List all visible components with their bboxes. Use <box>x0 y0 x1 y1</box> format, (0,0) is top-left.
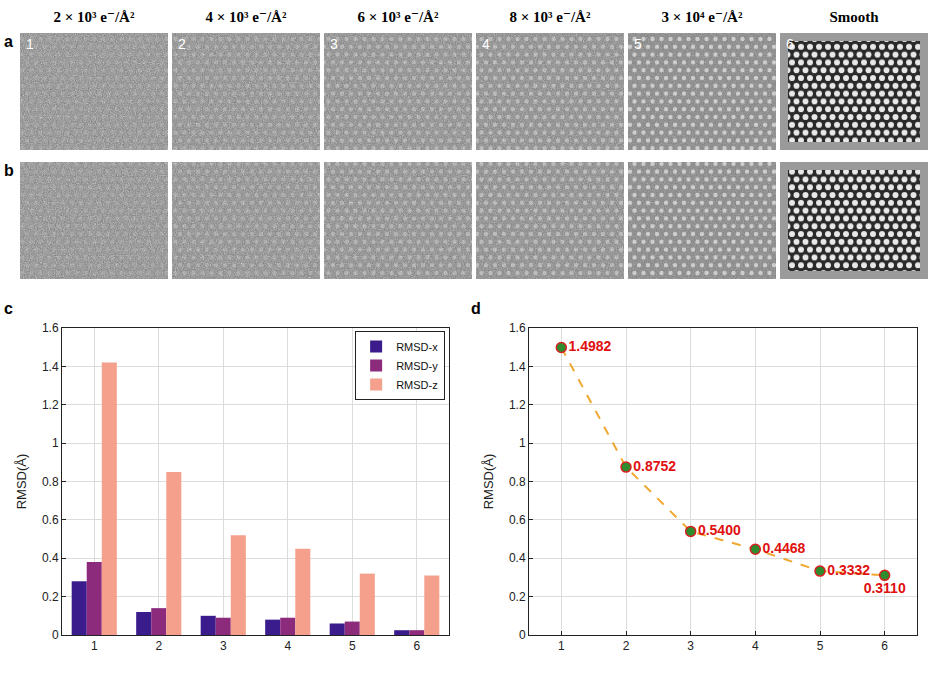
svg-text:3: 3 <box>687 639 694 653</box>
svg-text:0.8: 0.8 <box>42 475 59 489</box>
svg-text:4: 4 <box>284 639 291 653</box>
svg-text:8 × 10³ e⁻/Å²: 8 × 10³ e⁻/Å² <box>510 9 591 25</box>
svg-text:0.6: 0.6 <box>509 513 526 527</box>
svg-text:RMSD-z: RMSD-z <box>396 379 438 391</box>
svg-text:3: 3 <box>330 36 338 52</box>
svg-text:0.3332: 0.3332 <box>827 562 870 578</box>
svg-text:RMSD-x: RMSD-x <box>396 341 438 353</box>
svg-text:0: 0 <box>52 628 59 642</box>
svg-text:1.6: 1.6 <box>509 321 526 335</box>
svg-text:6 × 10³ e⁻/Å²: 6 × 10³ e⁻/Å² <box>358 9 439 25</box>
svg-text:0.4: 0.4 <box>509 551 526 565</box>
svg-text:RMSD(Å): RMSD(Å) <box>481 454 496 510</box>
svg-text:0.2: 0.2 <box>509 590 526 604</box>
svg-text:RMSD-y: RMSD-y <box>396 360 438 372</box>
svg-text:1: 1 <box>26 36 34 52</box>
svg-text:1.2: 1.2 <box>509 398 526 412</box>
svg-text:0.3110: 0.3110 <box>864 580 906 596</box>
svg-text:2: 2 <box>155 639 162 653</box>
svg-text:0.4468: 0.4468 <box>763 540 806 556</box>
svg-text:0: 0 <box>519 628 526 642</box>
html-text:d: d <box>471 300 481 317</box>
svg-text:RMSD(Å): RMSD(Å) <box>14 454 29 510</box>
svg-text:0.6: 0.6 <box>42 513 59 527</box>
svg-text:4: 4 <box>482 36 490 52</box>
svg-text:1.6: 1.6 <box>42 321 59 335</box>
svg-text:5: 5 <box>349 639 356 653</box>
svg-text:1.4982: 1.4982 <box>569 338 612 354</box>
svg-text:1.2: 1.2 <box>42 398 59 412</box>
svg-text:Smooth: Smooth <box>829 9 879 25</box>
svg-text:6: 6 <box>413 639 420 653</box>
svg-text:0.8752: 0.8752 <box>633 458 676 474</box>
html-text:c: c <box>4 300 13 317</box>
svg-text:2: 2 <box>623 639 630 653</box>
svg-text:2 × 10³ e⁻/Å²: 2 × 10³ e⁻/Å² <box>54 9 135 25</box>
svg-text:1: 1 <box>519 436 526 450</box>
svg-text:4 × 10³ e⁻/Å²: 4 × 10³ e⁻/Å² <box>206 9 287 25</box>
svg-text:5: 5 <box>634 36 642 52</box>
svg-text:1: 1 <box>52 436 59 450</box>
svg-text:1.4: 1.4 <box>509 360 526 374</box>
svg-text:6: 6 <box>881 639 888 653</box>
svg-text:6: 6 <box>786 36 794 52</box>
svg-text:0.5400: 0.5400 <box>698 522 741 538</box>
svg-text:2: 2 <box>178 36 186 52</box>
svg-text:a: a <box>4 33 13 50</box>
svg-text:0.4: 0.4 <box>42 551 59 565</box>
svg-text:0.8: 0.8 <box>509 475 526 489</box>
svg-text:3: 3 <box>220 639 227 653</box>
svg-text:5: 5 <box>817 639 824 653</box>
svg-text:3 × 10⁴ e⁻/Å²: 3 × 10⁴ e⁻/Å² <box>662 9 743 25</box>
svg-text:b: b <box>4 162 14 179</box>
svg-text:1: 1 <box>91 639 98 653</box>
svg-text:1: 1 <box>558 639 565 653</box>
svg-text:0.2: 0.2 <box>42 590 59 604</box>
svg-text:1.4: 1.4 <box>42 360 59 374</box>
svg-text:4: 4 <box>752 639 759 653</box>
